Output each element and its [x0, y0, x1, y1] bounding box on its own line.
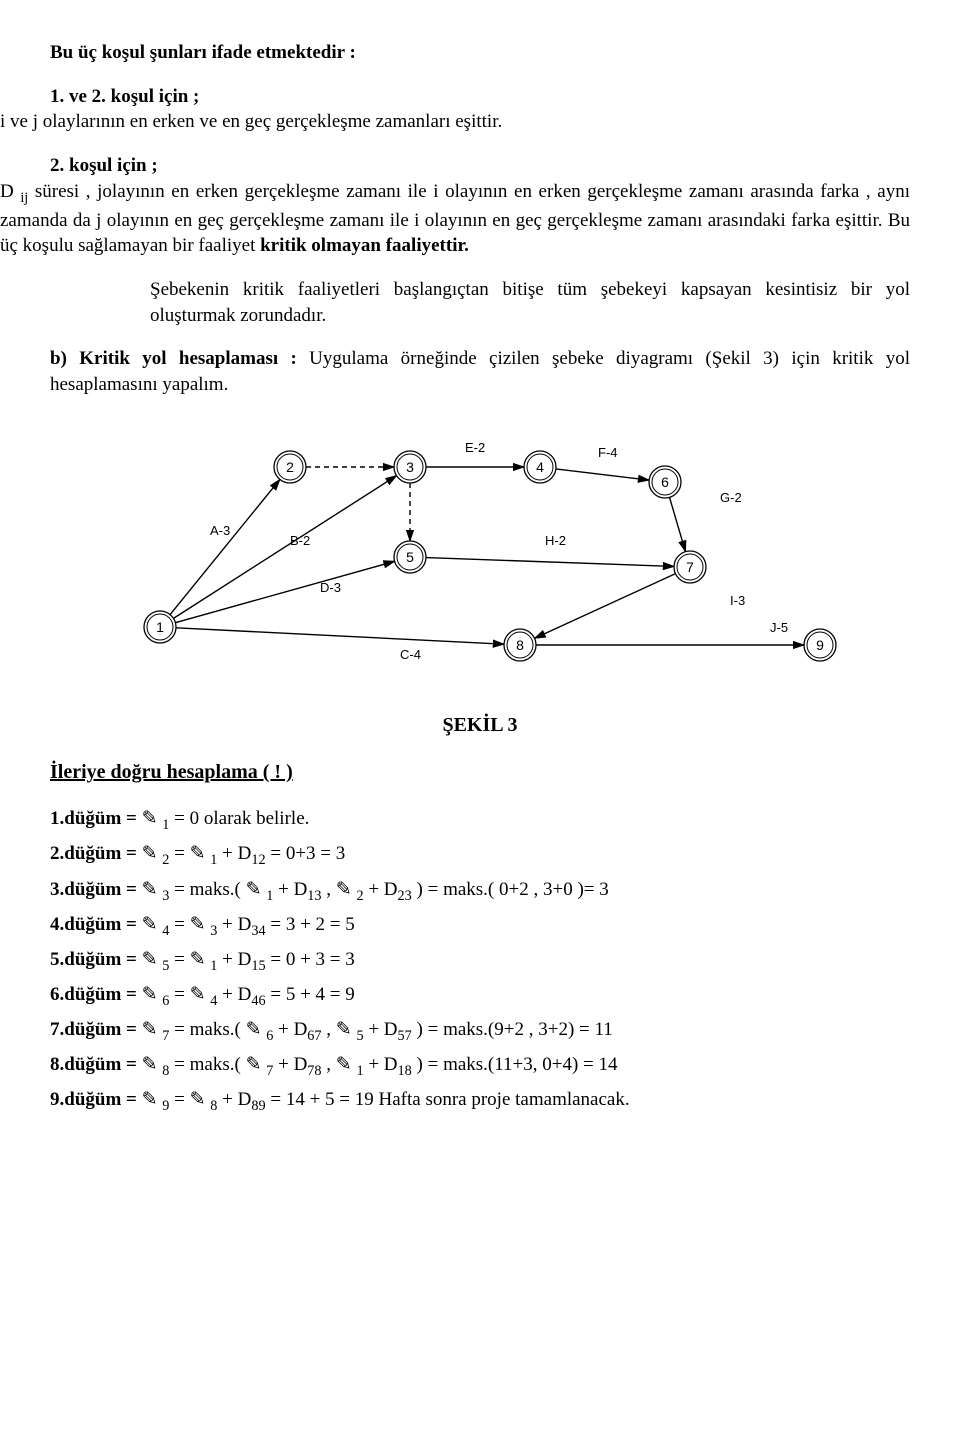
- svg-text:C-4: C-4: [400, 647, 421, 662]
- calc-mid: ✎ 7: [142, 1019, 170, 1040]
- svg-text:D-3: D-3: [320, 580, 341, 595]
- calc-line-1: 1.düğüm = ✎ 1 = 0 olarak belirle.: [50, 806, 910, 835]
- cond2-body-a: D: [0, 181, 20, 202]
- figure-caption: ŞEKİL 3: [50, 712, 910, 739]
- calc-pre: 5.düğüm =: [50, 949, 142, 970]
- forward-calc-heading: İleriye doğru hesaplama ( ! ): [50, 759, 910, 786]
- calc-mid: ✎ 1: [142, 808, 170, 829]
- calc-post: = 14 + 5 = 19 Hafta sonra proje tamamlan…: [266, 1089, 630, 1110]
- cond2-body: D ij süresi , jolayının en erken gerçekl…: [0, 179, 910, 259]
- heading: Bu üç koşul şunları ifade etmektedir :: [50, 40, 910, 66]
- calc-post: = 0 olarak belirle.: [169, 808, 309, 829]
- svg-text:I-3: I-3: [730, 593, 745, 608]
- svg-text:2: 2: [286, 459, 294, 475]
- calc-line-3: 3.düğüm = ✎ 3 = maks.( ✎ 1 + D13 , ✎ 2 +…: [50, 877, 910, 906]
- svg-text:E-2: E-2: [465, 440, 485, 455]
- calc-line-4: 4.düğüm = ✎ 4 = ✎ 3 + D34 = 3 + 2 = 5: [50, 912, 910, 941]
- svg-text:H-2: H-2: [545, 533, 566, 548]
- calc-pre: 6.düğüm =: [50, 984, 142, 1005]
- calc-mid: ✎ 8: [142, 1054, 170, 1075]
- calc-post: = 5 + 4 = 9: [266, 984, 355, 1005]
- calc-mid: ✎ 6 = ✎ 4 + D46: [142, 984, 266, 1005]
- svg-text:9: 9: [816, 637, 824, 653]
- calc-post: = 0 + 3 = 3: [266, 949, 355, 970]
- condition-2: 2. koşul için ; D ij süresi , jolayının …: [50, 153, 910, 259]
- cond2-body-c: kritik olmayan faaliyettir.: [260, 235, 469, 256]
- calc-pre: 4.düğüm =: [50, 914, 142, 935]
- calc-line-7: 7.düğüm = ✎ 7 = maks.( ✎ 6 + D67 , ✎ 5 +…: [50, 1017, 910, 1046]
- svg-text:5: 5: [406, 549, 414, 565]
- svg-text:A-3: A-3: [210, 523, 230, 538]
- calc-line-8: 8.düğüm = ✎ 8 = maks.( ✎ 7 + D78 , ✎ 1 +…: [50, 1052, 910, 1081]
- calc-line-5: 5.düğüm = ✎ 5 = ✎ 1 + D15 = 0 + 3 = 3: [50, 947, 910, 976]
- network-diagram: A-3 B-2 D-3 C-4 E-2 F-4 H-2 G-2 I-3 J-5 1 2 3 4 5 6 7 8 9: [120, 427, 840, 687]
- svg-text:7: 7: [686, 559, 694, 575]
- svg-text:3: 3: [406, 459, 414, 475]
- calc-post: = 3 + 2 = 5: [266, 914, 355, 935]
- svg-text:4: 4: [536, 459, 544, 475]
- calc-line-2: 2.düğüm = ✎ 2 = ✎ 1 + D12 = 0+3 = 3: [50, 841, 910, 870]
- calc-mid: ✎ 3: [142, 879, 170, 900]
- calc-line-6: 6.düğüm = ✎ 6 = ✎ 4 + D46 = 5 + 4 = 9: [50, 982, 910, 1011]
- network-paragraph: Şebekenin kritik faaliyetleri başlangıçt…: [150, 277, 910, 328]
- calc-mid: ✎ 2 = ✎ 1 + D12: [142, 843, 266, 864]
- svg-text:G-2: G-2: [720, 490, 742, 505]
- cond1-body: i ve j olaylarının en erken ve en geç ge…: [0, 109, 910, 135]
- condition-1: 1. ve 2. koşul için ; i ve j olaylarının…: [50, 84, 910, 135]
- svg-text:1: 1: [156, 619, 164, 635]
- calc-pre: 1.düğüm =: [50, 808, 142, 829]
- calc-pre: 2.düğüm =: [50, 843, 142, 864]
- svg-text:B-2: B-2: [290, 533, 310, 548]
- svg-text:J-5: J-5: [770, 620, 788, 635]
- calc-pre: 7.düğüm =: [50, 1019, 142, 1040]
- calc-line-9: 9.düğüm = ✎ 9 = ✎ 8 + D89 = 14 + 5 = 19 …: [50, 1087, 910, 1116]
- calc-pre: 3.düğüm =: [50, 879, 142, 900]
- section-b: b) Kritik yol hesaplaması : Uygulama örn…: [50, 346, 910, 397]
- calc-pre: 9.düğüm =: [50, 1089, 142, 1110]
- section-b-title: b) Kritik yol hesaplaması :: [50, 348, 297, 369]
- calc-post: = maks.( ✎ 1 + D13 , ✎ 2 + D23 ) = maks.…: [169, 879, 608, 900]
- calc-post: = 0+3 = 3: [266, 843, 346, 864]
- calc-post: = maks.( ✎ 7 + D78 , ✎ 1 + D18 ) = maks.…: [169, 1054, 617, 1075]
- calc-mid: ✎ 5 = ✎ 1 + D15: [142, 949, 266, 970]
- cond2-title: 2. koşul için ;: [50, 155, 158, 176]
- svg-text:6: 6: [661, 474, 669, 490]
- calculation-list: 1.düğüm = ✎ 1 = 0 olarak belirle. 2.düğüm…: [50, 806, 910, 1115]
- calc-mid: ✎ 9 = ✎ 8 + D89: [142, 1089, 266, 1110]
- svg-text:F-4: F-4: [598, 445, 618, 460]
- svg-text:8: 8: [516, 637, 524, 653]
- calc-post: = maks.( ✎ 6 + D67 , ✎ 5 + D57 ) = maks.…: [169, 1019, 612, 1040]
- cond1-title: 1. ve 2. koşul için ;: [50, 86, 199, 107]
- calc-mid: ✎ 4 = ✎ 3 + D34: [142, 914, 266, 935]
- calc-pre: 8.düğüm =: [50, 1054, 142, 1075]
